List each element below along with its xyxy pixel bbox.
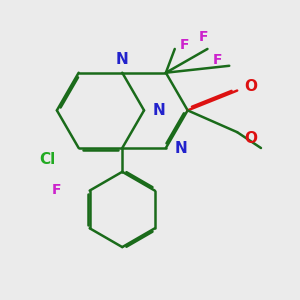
Text: N: N: [174, 140, 187, 155]
Text: O: O: [244, 79, 258, 94]
Text: O: O: [244, 130, 258, 146]
Text: F: F: [213, 53, 222, 67]
Text: F: F: [180, 38, 189, 52]
Text: N: N: [116, 52, 129, 67]
Text: F: F: [199, 30, 208, 44]
Text: F: F: [52, 183, 62, 196]
Text: N: N: [152, 103, 165, 118]
Text: Cl: Cl: [39, 152, 55, 167]
